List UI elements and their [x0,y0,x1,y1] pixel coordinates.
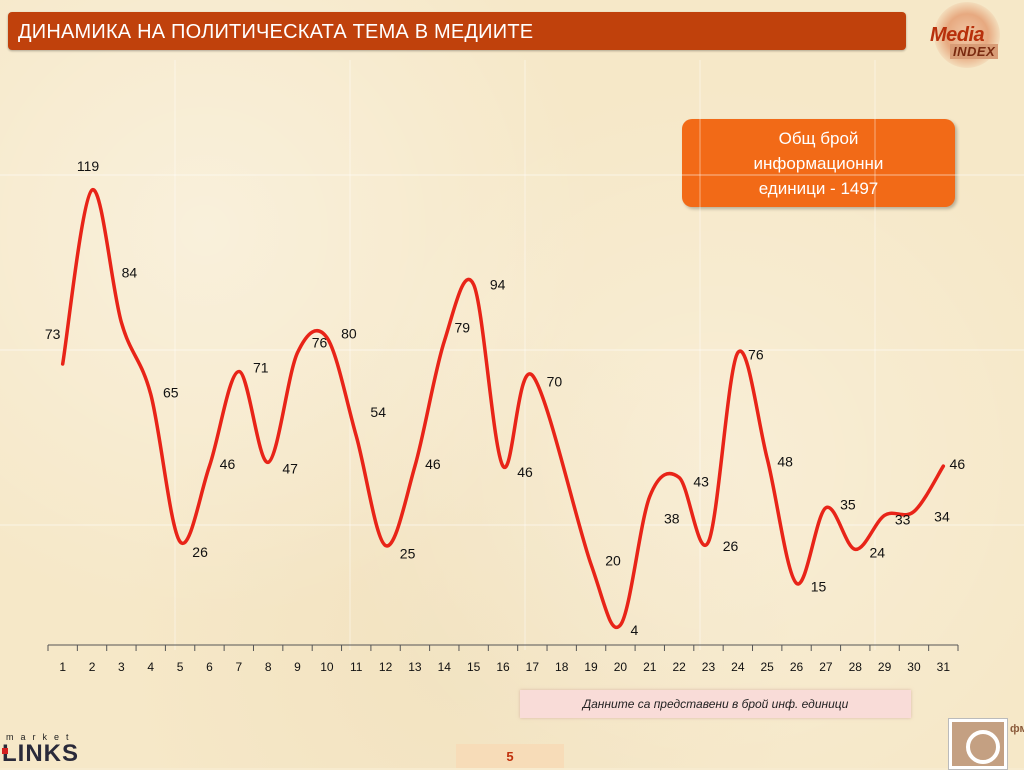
data-label: 34 [934,509,950,525]
data-label: 15 [811,578,827,594]
x-tick-label: 15 [467,660,481,674]
x-tick-label: 8 [265,660,272,674]
data-label: 26 [192,544,208,560]
data-label: 24 [869,544,885,560]
x-tick-label: 1 [59,660,66,674]
data-label: 26 [723,538,739,554]
x-tick-label: 17 [526,660,540,674]
x-tick-label: 26 [790,660,804,674]
x-tick-label: 28 [849,660,863,674]
x-tick-label: 16 [496,660,510,674]
data-note: Данните са представени в брой инф. едини… [520,697,911,711]
x-tick-label: 18 [555,660,569,674]
x-tick-label: 20 [614,660,628,674]
data-label: 80 [341,326,357,342]
x-tick-label: 4 [147,660,154,674]
fmd-logo-ring [966,730,1000,764]
data-label: 4 [631,622,639,638]
data-label: 76 [748,347,764,363]
data-label: 43 [693,473,709,489]
logo-links-square [2,748,8,754]
x-tick-label: 31 [937,660,951,674]
x-tick-label: 13 [408,660,422,674]
x-tick-label: 12 [379,660,393,674]
fmd-logo-inner [952,722,1004,766]
data-label: 25 [400,546,416,562]
x-tick-label: 29 [878,660,892,674]
data-label: 46 [517,464,533,480]
fmd-logo [948,718,1008,770]
x-tick-label: 11 [350,660,363,674]
data-label: 46 [950,456,966,472]
data-label: 94 [490,277,506,293]
x-tick-label: 10 [320,660,334,674]
data-label: 71 [253,360,269,376]
data-label: 46 [425,456,441,472]
series-line [63,190,944,628]
x-tick-label: 25 [761,660,775,674]
page-number: 5 [456,749,564,764]
market-links-logo: market LINKS [2,732,102,768]
x-tick-label: 7 [235,660,242,674]
data-label: 35 [840,497,856,513]
data-label: 76 [312,335,328,351]
x-tick-label: 21 [643,660,657,674]
data-label: 38 [664,510,680,526]
data-label: 33 [895,511,911,527]
data-label: 79 [455,319,471,335]
data-note-box: Данните са представени в брой инф. едини… [520,690,911,718]
data-label: 46 [220,456,236,472]
x-tick-label: 9 [294,660,301,674]
fmd-logo-text: фмд [1010,722,1022,736]
data-label: 70 [547,373,563,389]
x-tick-label: 14 [438,660,452,674]
data-label: 20 [605,552,621,568]
x-tick-label: 2 [89,660,96,674]
x-tick-label: 6 [206,660,213,674]
data-label: 54 [370,404,386,420]
data-label: 47 [282,460,298,476]
data-label: 84 [122,264,138,280]
x-tick-label: 27 [819,660,833,674]
data-label: 73 [45,326,61,342]
x-tick-label: 19 [584,660,598,674]
data-label: 119 [77,158,100,174]
data-label: 48 [777,454,793,470]
x-tick-label: 22 [672,660,686,674]
x-tick-label: 3 [118,660,125,674]
x-tick-label: 5 [177,660,184,674]
x-tick-label: 24 [731,660,745,674]
logo-links-big: LINKS [2,740,79,768]
x-tick-label: 30 [907,660,921,674]
x-tick-label: 23 [702,660,716,674]
page-number-box: 5 [456,744,564,768]
data-label: 65 [163,384,179,400]
